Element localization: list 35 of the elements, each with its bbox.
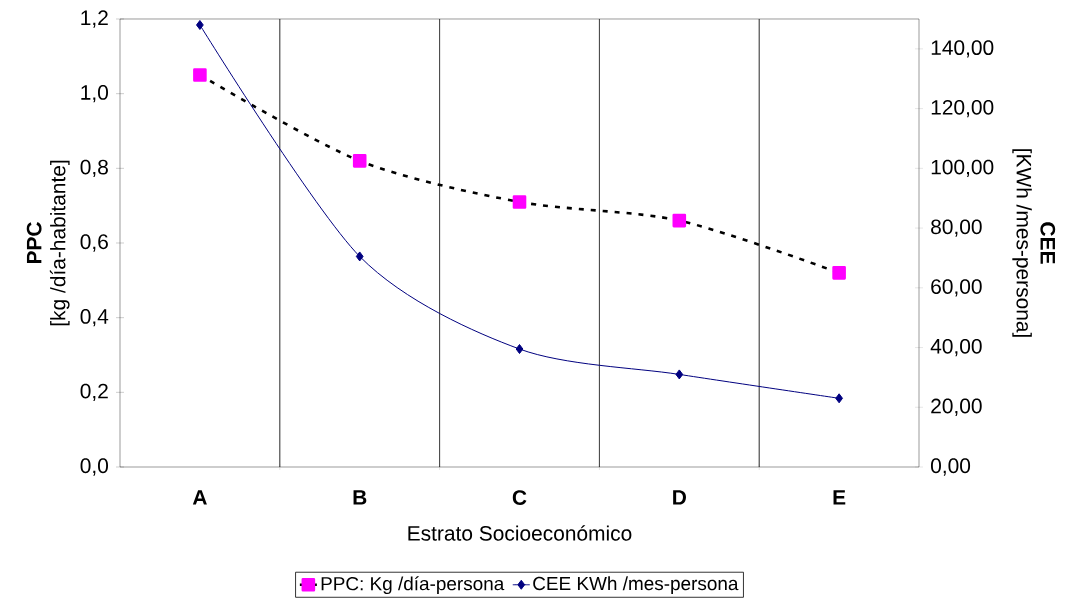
- x-tick-label: D: [673, 490, 686, 505]
- y2-tick-label: 20,00: [931, 398, 982, 416]
- y-tick-label: 1,0: [81, 85, 108, 103]
- point: [512, 195, 527, 209]
- x-tick-label: E: [833, 490, 846, 505]
- y2-tick-label: 0,00: [931, 458, 971, 476]
- y2-tick-label: 80,00: [931, 219, 982, 237]
- y2-tick-label: 40,00: [930, 338, 982, 357]
- point: [675, 369, 684, 380]
- x-tick-label: A: [192, 490, 207, 505]
- point: [515, 344, 524, 355]
- point: [355, 251, 364, 262]
- y-tick-label: 0,8: [80, 159, 108, 177]
- point: [835, 393, 843, 404]
- y-tick-label: 0,6: [80, 234, 108, 252]
- y2-tick-label: 60,00: [931, 279, 982, 297]
- y-tick-label: 0,0: [80, 458, 108, 476]
- x-tick-label: C: [512, 490, 527, 505]
- point: [352, 154, 367, 168]
- x-tick-label: B: [353, 490, 367, 505]
- y2-tick-label: 100,00: [931, 159, 994, 177]
- point: [832, 266, 846, 280]
- legend-label: CEE KWh /mes-persona: [533, 576, 739, 594]
- y-tick-label: 0,4: [80, 309, 109, 327]
- point: [672, 213, 687, 228]
- y-tick-label: 0,2: [80, 383, 108, 401]
- y2-axis-title: CEE [KWh /mes-persona]: [1012, 149, 1056, 337]
- x-axis-title: Estrato Socioeconómico: [408, 525, 632, 541]
- legend-label: PPC: Kg /día-persona: [321, 576, 505, 595]
- y2-tick-label: 140,00: [931, 40, 994, 58]
- point: [196, 19, 204, 30]
- y2-tick-label: 120,00: [931, 99, 994, 118]
- y-axis-title: PPC [kg /día-habitante]: [26, 160, 70, 326]
- point: [193, 68, 207, 82]
- y-tick-label: 1,2: [81, 10, 108, 28]
